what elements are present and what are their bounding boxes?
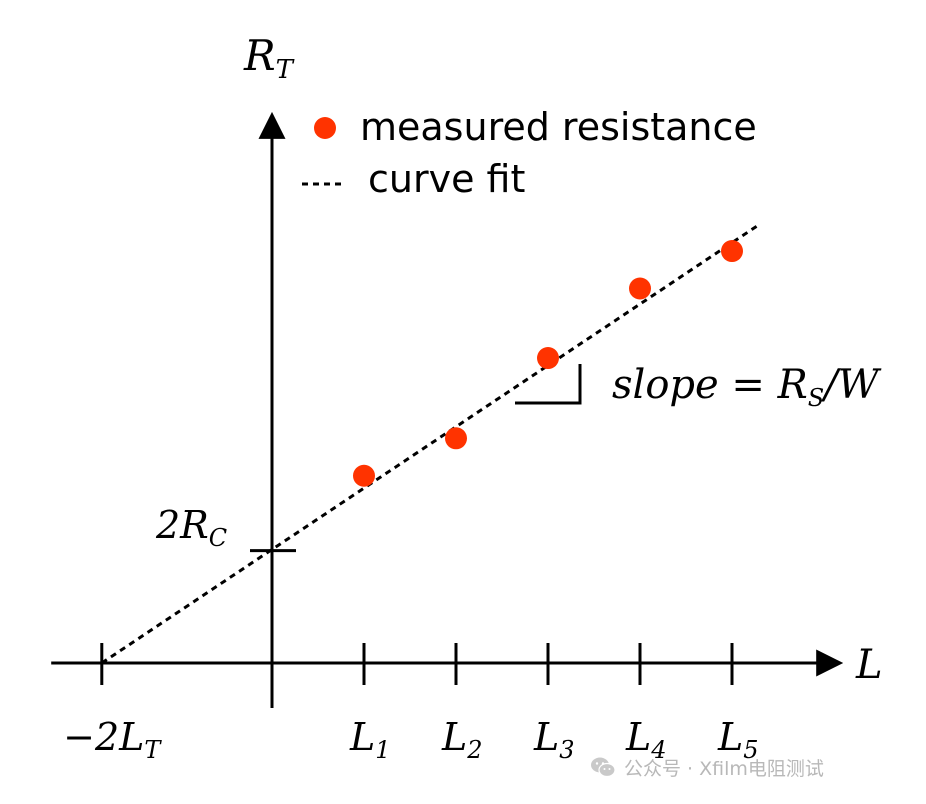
x-axis-label: L [855,642,883,688]
data-point-5 [721,240,743,263]
axes [51,111,844,708]
wechat-icon [591,757,616,778]
x-tick-label-5: L5 [717,715,759,764]
slope-annotation-group: slope = RS/W [515,362,882,412]
x-tick-label-3: L3 [533,715,575,764]
data-point-2 [445,427,467,450]
data-point-3 [537,347,559,370]
watermark: 公众号 · Xfilm电阻测试 [590,752,824,782]
x-tick-label-negative: −2LT [63,715,162,764]
x-tick-label-4: L4 [625,715,667,764]
x-tick-label-2: L2 [441,715,483,764]
data-point-4 [629,277,651,300]
legend: measured resistance curve fit [302,105,757,201]
x-tick-label-1: L1 [349,715,391,764]
legend-label-fit: curve fit [368,157,525,201]
data-points [353,240,743,487]
curve-fit-line [100,223,761,665]
data-point-1 [353,464,375,487]
slope-marker [515,364,582,405]
axis-labels: RT L [243,31,883,688]
slope-label: slope = RS/W [612,362,882,412]
legend-marker-measured [314,117,336,139]
y-axis-label: RT [243,31,295,85]
y-intercept-label: 2RC [155,503,227,552]
watermark-text: 公众号 · Xfilm电阻测试 [624,757,824,780]
x-ticks: L1 L2 L3 L4 L5 −2LT 2RC [63,503,758,764]
fit-line-group [100,223,761,665]
legend-label-measured: measured resistance [360,105,757,149]
